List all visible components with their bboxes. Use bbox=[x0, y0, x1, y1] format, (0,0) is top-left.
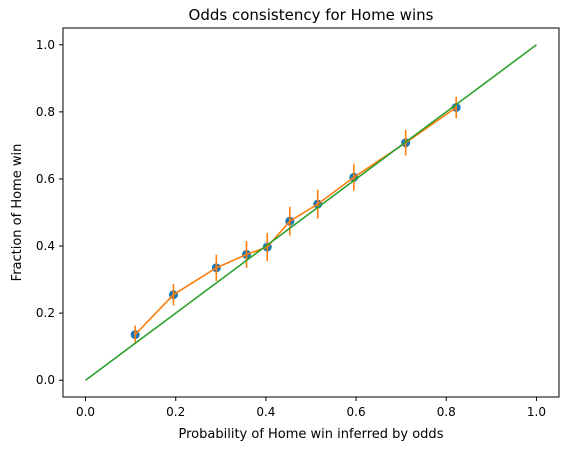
x-axis-ticks: 0.0 0.2 0.4 0.6 0.8 1.0 bbox=[76, 397, 546, 419]
y-tick-label: 0.4 bbox=[36, 239, 55, 253]
y-axis-ticks: 0.0 0.2 0.4 0.6 0.8 1.0 bbox=[36, 38, 63, 387]
x-tick-label: 0.2 bbox=[166, 405, 185, 419]
x-tick-label: 0.4 bbox=[256, 405, 275, 419]
x-axis-label: Probability of Home win inferred by odds bbox=[179, 427, 444, 442]
series-layer bbox=[85, 44, 537, 381]
x-tick-label: 1.0 bbox=[527, 405, 546, 419]
reference-diagonal-line bbox=[85, 44, 537, 381]
observed-fraction-line bbox=[134, 106, 457, 336]
y-axis-label: Fraction of Home win bbox=[10, 144, 25, 282]
y-tick-label: 0.0 bbox=[36, 373, 55, 387]
y-tick-label: 1.0 bbox=[36, 38, 55, 52]
plot-frame bbox=[62, 27, 560, 398]
x-tick-label: 0.8 bbox=[437, 405, 456, 419]
y-tick-label: 0.6 bbox=[36, 172, 55, 186]
plot-area bbox=[62, 27, 560, 398]
x-tick-label: 0.6 bbox=[347, 405, 366, 419]
chart-title: Odds consistency for Home wins bbox=[189, 6, 434, 24]
x-tick-label: 0.0 bbox=[76, 405, 95, 419]
y-tick-label: 0.2 bbox=[36, 306, 55, 320]
y-tick-label: 0.8 bbox=[36, 105, 55, 119]
